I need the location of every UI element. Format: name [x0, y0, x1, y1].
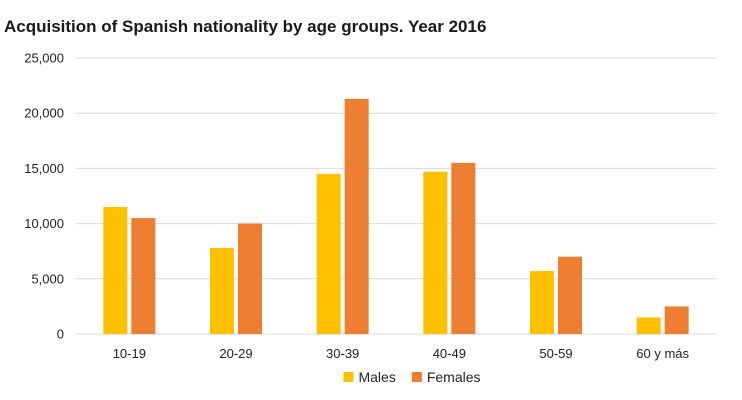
bar-males — [103, 207, 128, 334]
x-tick-label: 40-49 — [433, 346, 466, 361]
bar-females — [344, 98, 369, 335]
legend-swatch-females — [411, 372, 422, 382]
y-tick-label: 20,000 — [24, 106, 64, 121]
bar-males — [210, 247, 234, 334]
bar-males — [316, 173, 341, 334]
bar-males — [636, 317, 661, 334]
legend-label-females: Females — [427, 369, 481, 385]
gridlines — [76, 57, 716, 335]
legend-label-males: Males — [358, 369, 395, 385]
x-tick-label: 60 y más — [636, 346, 689, 361]
chart-title: Acquisition of Spanish nationality by ag… — [4, 17, 487, 36]
y-tick-label: 5,000 — [31, 271, 64, 286]
bar-males — [530, 271, 554, 334]
x-axis-ticks: 10-19 20-29 30-39 40-49 50-59 60 y más — [113, 346, 690, 361]
x-tick-label: 30-39 — [326, 346, 359, 361]
bars — [103, 98, 689, 335]
y-tick-label: 10,000 — [24, 216, 64, 231]
x-tick-label: 50-59 — [539, 346, 572, 361]
y-tick-label: 15,000 — [24, 161, 64, 176]
bar-females — [451, 162, 476, 334]
legend: Males Females — [343, 369, 481, 385]
x-tick-label: 10-19 — [113, 346, 146, 361]
y-tick-label: 0 — [57, 327, 64, 342]
bar-females — [558, 256, 582, 334]
bar-females — [131, 218, 156, 334]
bar-females — [238, 223, 262, 334]
y-tick-label: 25,000 — [24, 51, 64, 66]
bar-males — [423, 171, 448, 334]
x-tick-label: 20-29 — [219, 346, 252, 361]
y-axis-ticks: 0 5,000 10,000 15,000 20,000 25,000 — [24, 51, 64, 342]
legend-swatch-males — [343, 372, 354, 382]
bar-females — [664, 306, 689, 334]
